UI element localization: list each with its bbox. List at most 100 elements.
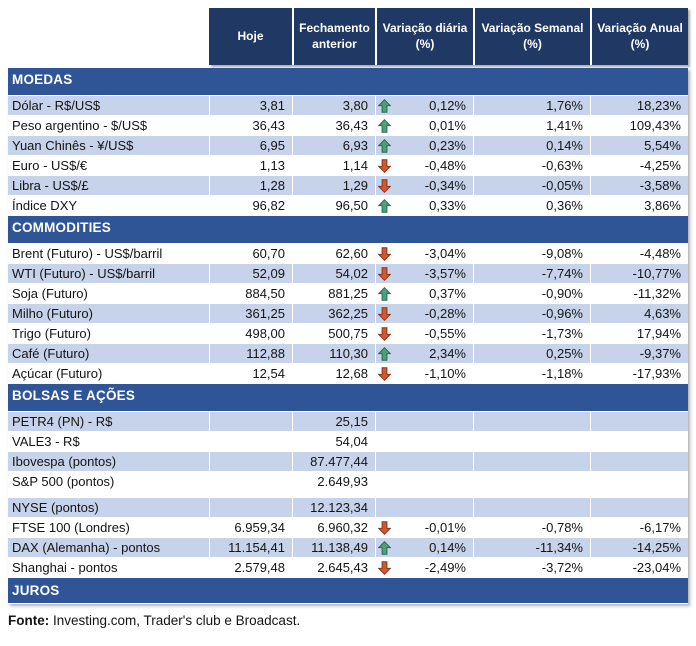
cell-variacao-diaria: 0,37% bbox=[375, 284, 473, 303]
variacao-diaria-value: -3,57% bbox=[424, 266, 466, 281]
cell-hoje: 361,25 bbox=[209, 304, 292, 323]
cell-variacao-anual bbox=[590, 432, 688, 451]
cell-hoje bbox=[209, 452, 292, 471]
cell-variacao-anual: 18,23% bbox=[590, 96, 688, 115]
variacao-diaria-value: 0,23% bbox=[429, 138, 466, 153]
cell-hoje: 12,54 bbox=[209, 364, 292, 383]
table-row: Ibovespa (pontos) 87.477,44 bbox=[8, 452, 688, 472]
cell-variacao-diaria: -0,01% bbox=[375, 518, 473, 537]
cell-hoje: 60,70 bbox=[209, 244, 292, 263]
row-label: Yuan Chinês - ¥/US$ bbox=[12, 138, 134, 153]
cell-hoje: 1,13 bbox=[209, 156, 292, 175]
table-row: Milho (Futuro) 361,25 362,25 -0,28% -0,9… bbox=[8, 304, 688, 324]
section-header: JUROS bbox=[8, 578, 688, 604]
table-row: Trigo (Futuro) 498,00 500,75 -0,55% -1,7… bbox=[8, 324, 688, 344]
cell-fechamento-anterior: 12.123,34 bbox=[292, 498, 375, 517]
table-row: Yuan Chinês - ¥/US$ 6,95 6,93 0,23% 0,14… bbox=[8, 136, 688, 156]
table-row: S&P 500 (pontos) 2.649,93 bbox=[8, 472, 688, 492]
cell-variacao-diaria bbox=[375, 472, 473, 491]
cell-hoje: 36,43 bbox=[209, 116, 292, 135]
section-header: BOLSAS E AÇÕES bbox=[8, 384, 688, 412]
arrow-up-icon bbox=[378, 540, 392, 555]
cell-variacao-anual: 109,43% bbox=[590, 116, 688, 135]
cell-variacao-anual: -14,25% bbox=[590, 538, 688, 557]
cell-variacao-semanal: 0,36% bbox=[473, 196, 590, 215]
cell-variacao-diaria bbox=[375, 452, 473, 471]
variacao-diaria-value: 0,01% bbox=[429, 118, 466, 133]
table-row: Libra - US$/£ 1,28 1,29 -0,34% -0,05% -3… bbox=[8, 176, 688, 196]
cell-variacao-diaria: 0,12% bbox=[375, 96, 473, 115]
cell-fechamento-anterior: 96,50 bbox=[292, 196, 375, 215]
cell-hoje bbox=[209, 432, 292, 451]
table-row: Euro - US$/€ 1,13 1,14 -0,48% -0,63% -4,… bbox=[8, 156, 688, 176]
cell-variacao-semanal: 0,14% bbox=[473, 136, 590, 155]
row-label: DAX (Alemanha) - pontos bbox=[12, 540, 161, 555]
cell-fechamento-anterior: 12,68 bbox=[292, 364, 375, 383]
row-label: NYSE (pontos) bbox=[12, 500, 99, 515]
cell-variacao-diaria: -3,04% bbox=[375, 244, 473, 263]
cell-variacao-diaria: -1,10% bbox=[375, 364, 473, 383]
cell-fechamento-anterior: 2.645,43 bbox=[292, 558, 375, 577]
row-label: Brent (Futuro) - US$/barril bbox=[12, 246, 163, 261]
column-header-variacao-semanal: Variação Semanal (%) bbox=[473, 8, 590, 65]
arrow-down-icon bbox=[378, 520, 392, 535]
arrow-down-icon bbox=[378, 560, 392, 575]
cell-fechamento-anterior: 3,80 bbox=[292, 96, 375, 115]
cell-variacao-anual: -6,17% bbox=[590, 518, 688, 537]
cell-variacao-diaria: -2,49% bbox=[375, 558, 473, 577]
column-header-variacao-anual: Variação Anual (%) bbox=[590, 8, 688, 65]
cell-variacao-diaria: 0,33% bbox=[375, 196, 473, 215]
cell-fechamento-anterior: 25,15 bbox=[292, 412, 375, 431]
cell-variacao-semanal: 1,76% bbox=[473, 96, 590, 115]
cell-fechamento-anterior: 1,29 bbox=[292, 176, 375, 195]
row-label: VALE3 - R$ bbox=[12, 434, 80, 449]
arrow-up-icon bbox=[378, 286, 392, 301]
cell-variacao-diaria: -3,57% bbox=[375, 264, 473, 283]
arrow-down-icon bbox=[378, 266, 392, 281]
row-label: Euro - US$/€ bbox=[12, 158, 88, 173]
cell-variacao-anual: -3,58% bbox=[590, 176, 688, 195]
cell-variacao-anual: -4,48% bbox=[590, 244, 688, 263]
cell-fechamento-anterior: 2.649,93 bbox=[292, 472, 375, 491]
variacao-diaria-value: -0,28% bbox=[424, 306, 466, 321]
cell-variacao-anual: 4,63% bbox=[590, 304, 688, 323]
cell-variacao-anual: -10,77% bbox=[590, 264, 688, 283]
cell-variacao-semanal: -1,18% bbox=[473, 364, 590, 383]
cell-hoje: 96,82 bbox=[209, 196, 292, 215]
cell-variacao-diaria: 0,23% bbox=[375, 136, 473, 155]
cell-hoje bbox=[209, 472, 292, 491]
cell-variacao-anual: -23,04% bbox=[590, 558, 688, 577]
row-label: FTSE 100 (Londres) bbox=[12, 520, 130, 535]
variacao-diaria-value: 0,14% bbox=[429, 540, 466, 555]
cell-variacao-diaria bbox=[375, 412, 473, 431]
column-header-variacao-diaria: Variação diária (%) bbox=[375, 8, 473, 65]
cell-variacao-diaria: 2,34% bbox=[375, 344, 473, 363]
cell-fechamento-anterior: 1,14 bbox=[292, 156, 375, 175]
cell-variacao-anual: 5,54% bbox=[590, 136, 688, 155]
header-block: Hoje Fechamento anterior Variação diária… bbox=[209, 8, 688, 65]
row-label: Peso argentino - $/US$ bbox=[12, 118, 148, 133]
row-label: Índice DXY bbox=[12, 198, 78, 213]
cell-variacao-semanal: -3,72% bbox=[473, 558, 590, 577]
cell-variacao-semanal bbox=[473, 498, 590, 517]
source-note-text: Investing.com, Trader's club e Broadcast… bbox=[49, 613, 301, 628]
cell-variacao-semanal bbox=[473, 432, 590, 451]
cell-hoje: 11.154,41 bbox=[209, 538, 292, 557]
cell-variacao-anual: -9,37% bbox=[590, 344, 688, 363]
cell-hoje bbox=[209, 412, 292, 431]
table-row: DAX (Alemanha) - pontos 11.154,41 11.138… bbox=[8, 538, 688, 558]
row-label: S&P 500 (pontos) bbox=[12, 474, 115, 489]
cell-variacao-semanal: -0,90% bbox=[473, 284, 590, 303]
variacao-diaria-value: 0,37% bbox=[429, 286, 466, 301]
cell-variacao-anual bbox=[590, 412, 688, 431]
cell-hoje: 6.959,34 bbox=[209, 518, 292, 537]
variacao-diaria-value: -2,49% bbox=[424, 560, 466, 575]
column-header-fechamento: Fechamento anterior bbox=[292, 8, 375, 65]
cell-variacao-diaria: -0,48% bbox=[375, 156, 473, 175]
cell-hoje: 498,00 bbox=[209, 324, 292, 343]
cell-variacao-diaria bbox=[375, 432, 473, 451]
variacao-diaria-value: 2,34% bbox=[429, 346, 466, 361]
row-label: Libra - US$/£ bbox=[12, 178, 89, 193]
column-header-hoje: Hoje bbox=[209, 8, 292, 65]
cell-hoje: 52,09 bbox=[209, 264, 292, 283]
